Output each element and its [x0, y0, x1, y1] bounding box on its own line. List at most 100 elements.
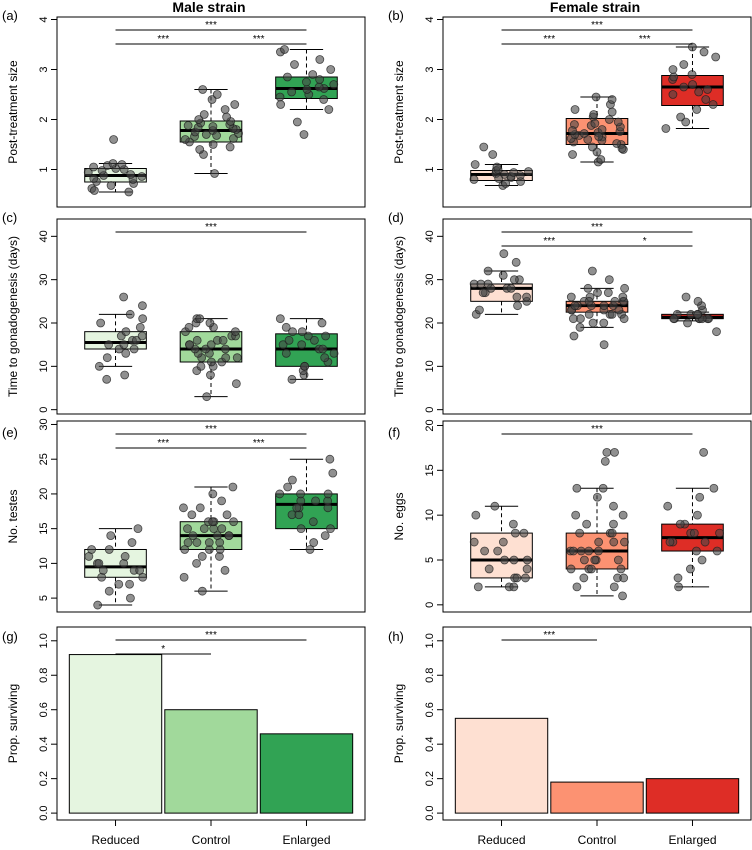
- significance-label: ***: [157, 438, 169, 449]
- data-point: [588, 142, 597, 152]
- data-point: [616, 564, 626, 574]
- data-point: [593, 288, 602, 298]
- data-point: [275, 314, 285, 324]
- data-point: [104, 545, 114, 554]
- data-point: [566, 564, 576, 574]
- y-tick-label: 0.2: [424, 771, 436, 786]
- box-reduced: [84, 292, 148, 384]
- y-tick-label: 0: [424, 407, 436, 413]
- significance-label: ***: [543, 34, 555, 45]
- data-point: [590, 119, 600, 128]
- box-reduced: [469, 142, 533, 190]
- box-enlarged: [275, 45, 339, 139]
- data-point: [602, 447, 612, 457]
- data-point: [604, 275, 614, 285]
- data-point: [104, 586, 114, 596]
- data-point: [317, 318, 327, 328]
- data-point: [133, 524, 143, 534]
- data-point: [314, 82, 324, 92]
- data-point: [287, 87, 297, 97]
- data-point: [231, 327, 240, 337]
- data-point: [87, 545, 97, 554]
- significance-label: ***: [205, 222, 217, 233]
- data-point: [120, 552, 130, 561]
- data-point: [509, 168, 519, 177]
- data-point: [206, 340, 216, 350]
- data-point: [483, 266, 493, 276]
- data-point: [699, 47, 709, 57]
- data-point: [688, 80, 697, 89]
- data-point: [302, 85, 312, 94]
- box-control: [565, 266, 629, 350]
- data-point: [129, 344, 139, 354]
- y-tick-label: 0: [424, 602, 436, 608]
- y-tick-label: 3: [38, 66, 50, 72]
- data-point: [522, 564, 532, 574]
- data-point: [195, 145, 205, 154]
- data-point: [594, 132, 604, 141]
- data-point: [519, 528, 529, 538]
- panel-label: (a): [2, 8, 18, 23]
- data-point: [138, 301, 147, 311]
- data-point: [594, 537, 604, 547]
- data-point: [511, 257, 521, 267]
- data-point: [180, 545, 190, 554]
- significance-label: *: [161, 644, 165, 655]
- data-point: [201, 130, 211, 139]
- data-point: [303, 331, 313, 341]
- data-point: [320, 353, 330, 363]
- bar-reduced: [68, 654, 163, 814]
- data-point: [192, 538, 202, 547]
- data-point: [566, 292, 576, 302]
- data-point: [296, 489, 305, 499]
- data-point: [187, 510, 197, 520]
- data-point: [610, 447, 619, 457]
- y-tick-label: 10: [424, 360, 436, 372]
- data-point: [513, 301, 522, 311]
- data-point: [568, 126, 577, 135]
- data-point: [572, 483, 582, 493]
- panel-frame: [56, 218, 366, 415]
- data-point: [315, 55, 325, 64]
- panel-d: (d) 0 10 20 30 40 Time to gonadogenesis (days)…: [388, 210, 752, 415]
- data-point: [288, 327, 297, 337]
- data-point: [668, 90, 678, 99]
- data-point: [613, 555, 623, 565]
- data-point: [607, 95, 617, 104]
- data-point: [669, 314, 679, 324]
- data-point: [499, 249, 509, 259]
- data-point: [508, 519, 518, 529]
- panel-e: (e) 5 10 15 20 25 30 No. testes *** *** ***: [2, 418, 366, 613]
- data-point: [697, 555, 707, 565]
- data-point: [599, 318, 609, 328]
- data-point: [599, 340, 609, 350]
- significance-label: ***: [253, 438, 265, 449]
- box-enlarged: [661, 42, 724, 133]
- data-point: [587, 266, 597, 276]
- data-point: [607, 528, 617, 538]
- data-point: [212, 131, 222, 140]
- data-point: [104, 340, 114, 350]
- y-tick-label: 15: [38, 523, 50, 535]
- panel-frame: [56, 420, 366, 613]
- y-axis-label: Post-treatment size: [6, 60, 20, 164]
- y-axis-label: Prop. surviving: [392, 684, 406, 763]
- bar-control: [550, 781, 644, 814]
- data-point: [311, 496, 320, 506]
- data-point: [183, 524, 192, 534]
- box-control: [179, 482, 243, 596]
- y-tick-label: 0.4: [424, 737, 436, 752]
- box-reduced: [469, 249, 533, 319]
- data-point: [224, 531, 234, 540]
- data-point: [493, 546, 503, 556]
- data-point: [192, 558, 201, 568]
- box-enlarged: [275, 454, 338, 554]
- data-point: [693, 309, 702, 319]
- data-point: [617, 144, 627, 153]
- y-tick-label: 20: [424, 317, 436, 329]
- data-point: [575, 528, 585, 538]
- data-point: [109, 135, 118, 144]
- data-point: [135, 565, 145, 575]
- panel-frame: [56, 16, 366, 208]
- data-point: [709, 483, 719, 493]
